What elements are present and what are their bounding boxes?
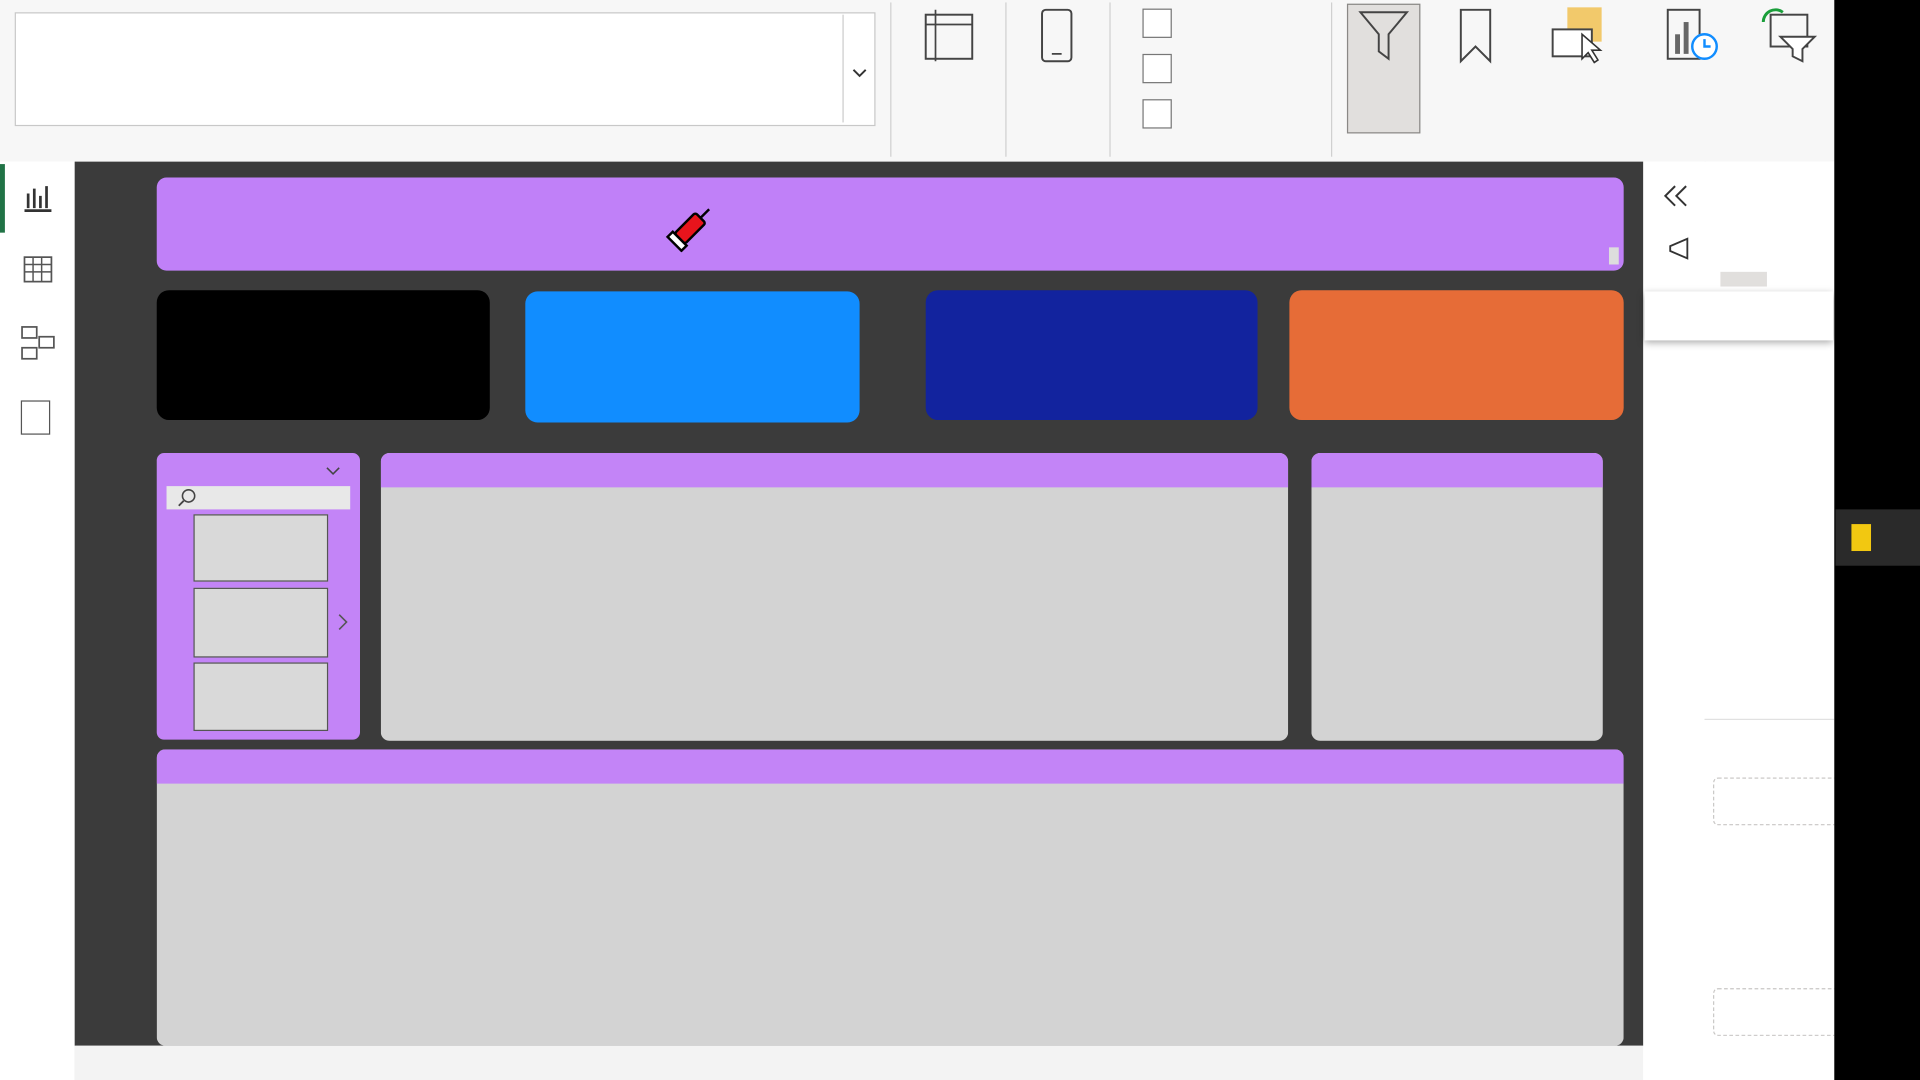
icon-bar: [1683, 22, 1689, 54]
cursor: [1581, 32, 1603, 64]
search-box[interactable]: [166, 486, 351, 510]
nav-active: [0, 164, 5, 233]
icon: [24, 186, 52, 212]
funnel: [1358, 11, 1410, 61]
plunger: [665, 229, 689, 253]
panel-header: [156, 749, 1624, 784]
divider: [1704, 718, 1835, 720]
separator: [890, 2, 892, 157]
checkbox[interactable]: [1142, 8, 1172, 38]
page-view-icon[interactable]: [921, 7, 977, 63]
kpi-card: [156, 290, 490, 420]
tooltip: [1644, 291, 1834, 341]
kpi-card: [525, 291, 860, 423]
kpi-card: [1289, 290, 1624, 420]
filters-icon[interactable]: [1356, 7, 1412, 63]
gallery-expand[interactable]: [851, 66, 868, 81]
expand-filters[interactable]: [1663, 184, 1690, 208]
themes-gallery: [14, 12, 876, 127]
icon: [23, 256, 53, 283]
handle: [178, 500, 185, 507]
lens: [181, 489, 196, 503]
separator: [1331, 2, 1333, 157]
kpi-card: [925, 290, 1258, 420]
active-app[interactable]: [1835, 509, 1920, 566]
icon-frame: [924, 13, 974, 60]
table-view-icon[interactable]: [22, 253, 54, 285]
chevron: [326, 467, 340, 476]
checkbox[interactable]: [1142, 53, 1172, 84]
funnel: [1778, 35, 1818, 63]
chevron: [852, 69, 867, 78]
tab-icon[interactable]: [1720, 271, 1767, 287]
sync-icon[interactable]: [1758, 5, 1819, 64]
chevron: [1663, 185, 1687, 207]
panel: [1311, 453, 1603, 741]
icon-frame: [1041, 8, 1073, 63]
title-banner: [156, 177, 1624, 271]
filters-selected: [1346, 3, 1421, 134]
panel: [156, 749, 1624, 1046]
drop-zone[interactable]: [1713, 777, 1835, 826]
treemap-chart: [1311, 453, 1603, 741]
panel-header: [380, 453, 1289, 488]
panel-header: [1311, 453, 1603, 488]
bookmarks-icon[interactable]: [1456, 7, 1495, 64]
mobile-icon[interactable]: [1038, 7, 1075, 63]
filter-icon: [1669, 237, 1689, 260]
left-nav: [0, 161, 76, 1080]
scroll-handle: [1608, 247, 1619, 265]
dax-icon[interactable]: [20, 400, 51, 435]
icon: [1669, 237, 1689, 260]
icon: [24, 257, 52, 282]
bookmark: [1459, 8, 1492, 64]
syringe-icon: [665, 208, 711, 253]
search-icon: [178, 489, 196, 507]
performance-icon[interactable]: [1663, 5, 1722, 64]
bar-chart: [156, 749, 1624, 1046]
slicer-next[interactable]: [336, 612, 351, 632]
separator: [1109, 2, 1111, 157]
slicer-item[interactable]: [193, 514, 329, 582]
sync-arrow: [1761, 8, 1784, 23]
model-view-icon[interactable]: [20, 324, 57, 361]
powerbi-icon: [1851, 524, 1872, 552]
separator: [1005, 2, 1007, 157]
panel: [380, 453, 1289, 741]
line-chart: [380, 453, 1289, 741]
selection-icon[interactable]: [1548, 5, 1609, 64]
gallery-divider: [842, 14, 844, 123]
chevron: [338, 614, 348, 630]
icon: [21, 326, 38, 339]
canvas-footer: [74, 1045, 1644, 1080]
slicer-dropdown[interactable]: [324, 465, 341, 477]
needle: [699, 208, 711, 219]
checkbox[interactable]: [1142, 99, 1172, 129]
slicer-item[interactable]: [193, 662, 329, 732]
drop-zone[interactable]: [1713, 988, 1835, 1036]
icon: [38, 335, 55, 349]
clock-hands: [1703, 39, 1711, 48]
report-view-icon[interactable]: [22, 181, 54, 213]
icon-bar: [1675, 34, 1680, 54]
slicer-item[interactable]: [193, 587, 329, 658]
icon: [21, 346, 38, 360]
